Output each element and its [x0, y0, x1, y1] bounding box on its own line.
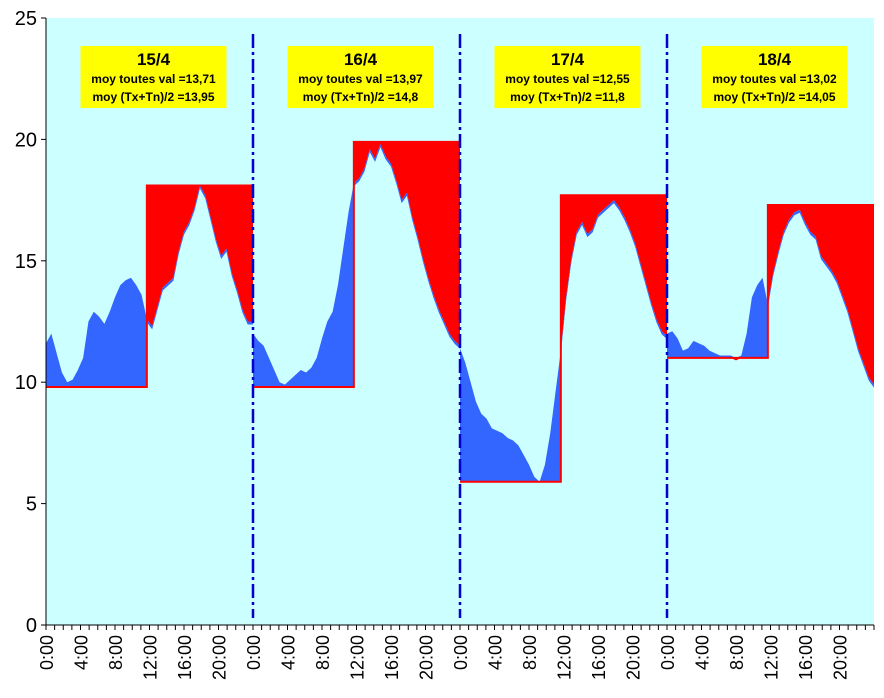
day-label-title: 18/4: [758, 50, 792, 69]
area-red-pm-18/4: [767, 204, 874, 385]
x-tick-label: 16:00: [175, 635, 195, 680]
area-blue-am-15/4: [46, 277, 147, 388]
x-tick-label: 0:00: [244, 635, 264, 670]
area-red-pm-15/4: [146, 185, 253, 327]
x-tick-label: 12:00: [762, 635, 782, 680]
area-blue-am-18/4: [667, 277, 768, 358]
y-tick-label: 20: [15, 129, 37, 151]
x-tick-label: 16:00: [796, 635, 816, 680]
day-label-box: [287, 46, 434, 108]
x-tick-labels: 0:00 4:00 8:00 12:00 16:00 20:00 0:00 4:00 8:00 1…: [37, 635, 851, 680]
curve-edge-pm-16/4: [353, 144, 460, 349]
area-blue-am-16/4: [253, 183, 354, 388]
area-blue-am-17/4: [460, 348, 561, 482]
day-label-title: 16/4: [344, 50, 378, 69]
day-label-box: [701, 46, 848, 108]
x-tick-label: 20:00: [624, 635, 644, 680]
day-label-mean-all: moy toutes val =13,71: [91, 72, 216, 86]
y-tick-label: 25: [15, 8, 37, 30]
daily-mean-lines: [46, 140, 874, 483]
x-tick-label: 20:00: [210, 635, 230, 680]
day-label-title: 17/4: [551, 50, 585, 69]
day-separators: [251, 34, 669, 618]
x-tick-label: 16:00: [589, 635, 609, 680]
day-label-mean-txtn: moy (Tx+Tn)/2 =14,8: [303, 90, 419, 104]
day-label-mean-all: moy toutes val =13,97: [298, 72, 423, 86]
x-tick-label: 8:00: [313, 635, 333, 670]
y-tick-labels: 0 5 10 15 20 25: [15, 8, 46, 637]
area-red-pm-17/4: [560, 195, 667, 351]
y-tick-label: 15: [15, 251, 37, 273]
day-label-mean-txtn: moy (Tx+Tn)/2 =11,8: [510, 90, 625, 104]
day-label-boxes: 15/4 moy toutes val =13,71 moy (Tx+Tn)/2 =…: [80, 46, 848, 108]
x-tick-label: 0:00: [451, 635, 471, 670]
x-tick-label: 8:00: [520, 635, 540, 670]
x-tick-label: 20:00: [417, 635, 437, 680]
y-tick-label: 5: [26, 494, 37, 516]
x-tick-label: 4:00: [693, 635, 713, 670]
x-tick-label: 12:00: [555, 635, 575, 680]
x-tick-label: 8:00: [727, 635, 747, 670]
y-tick-label: 10: [15, 372, 37, 394]
reference-line-16/4: [253, 140, 460, 389]
area-fills: [46, 141, 874, 482]
x-minor-ticks: [45, 625, 875, 630]
day-label-title: 15/4: [137, 50, 171, 69]
reference-line-18/4: [667, 203, 874, 359]
x-tick-label: 0:00: [658, 635, 678, 670]
reference-line-17/4: [460, 194, 667, 483]
x-tick-label: 4:00: [72, 635, 92, 670]
day-label-mean-txtn: moy (Tx+Tn)/2 =13,95: [92, 90, 214, 104]
x-tick-label: 8:00: [106, 635, 126, 670]
x-tick-label: 12:00: [348, 635, 368, 680]
x-tick-label: 12:00: [141, 635, 161, 680]
day-label-box: [80, 46, 227, 108]
x-tick-label: 20:00: [831, 635, 851, 680]
day-label-mean-txtn: moy (Tx+Tn)/2 =14,05: [713, 90, 835, 104]
day-label-box: [494, 46, 641, 108]
day-label-mean-all: moy toutes val =12,55: [505, 72, 630, 86]
reference-line-15/4: [46, 184, 253, 389]
y-tick-label: 0: [26, 615, 37, 637]
x-tick-label: 4:00: [486, 635, 506, 670]
x-tick-label: 16:00: [382, 635, 402, 680]
x-tick-label: 0:00: [37, 635, 57, 670]
day-label-mean-all: moy toutes val =13,02: [712, 72, 837, 86]
x-tick-label: 4:00: [279, 635, 299, 670]
